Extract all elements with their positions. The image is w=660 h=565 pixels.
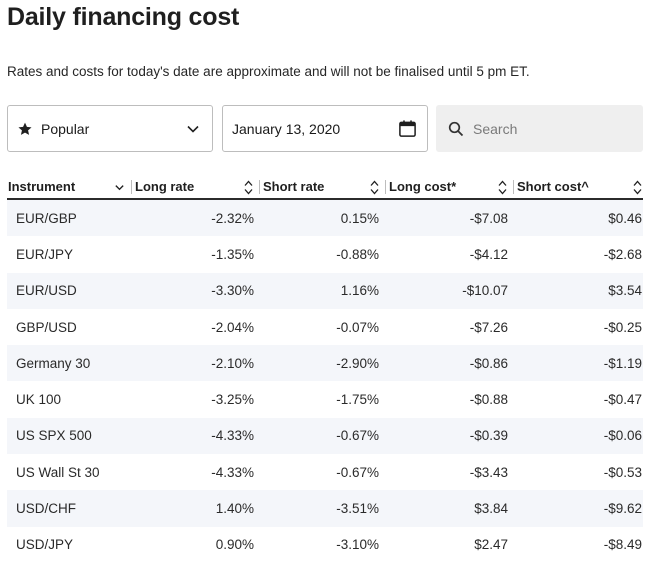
cell-instrument: Germany 30 <box>16 355 91 371</box>
page-subtitle: Rates and costs for today's date are app… <box>7 64 530 79</box>
cell-short-cost: -$0.06 <box>603 428 642 444</box>
cell-instrument: USD/CHF <box>16 501 76 517</box>
page-title: Daily financing cost <box>7 3 240 31</box>
cell-long-cost: -$4.12 <box>469 246 508 262</box>
category-dropdown[interactable]: Popular <box>7 105 213 152</box>
cell-long-cost: -$0.88 <box>469 392 508 408</box>
cell-short-rate: -1.75% <box>336 392 379 408</box>
header-long-cost-label: Long cost* <box>389 178 457 194</box>
cell-long-rate: -2.32% <box>211 210 254 226</box>
cell-short-cost: $3.54 <box>608 283 642 299</box>
header-long-rate[interactable]: Long rate <box>132 174 260 198</box>
chevron-down-icon <box>187 125 199 133</box>
cell-instrument: UK 100 <box>16 392 62 408</box>
cell-instrument: USD/JPY <box>16 537 74 553</box>
cell-instrument: EUR/GBP <box>16 210 77 226</box>
cell-long-rate: -3.30% <box>211 283 254 299</box>
cell-instrument: EUR/JPY <box>16 246 74 262</box>
cell-short-cost: -$0.47 <box>603 392 642 408</box>
cell-long-cost: -$0.39 <box>469 428 508 444</box>
table-row: US Wall St 30 -4.33% -0.67% -$3.43 -$0.5… <box>7 454 643 490</box>
cell-instrument: US SPX 500 <box>16 428 92 444</box>
sort-icon <box>498 180 507 195</box>
sort-icon <box>370 180 379 195</box>
cell-long-rate: -1.35% <box>211 246 254 262</box>
table-row: EUR/GBP -2.32% 0.15% -$7.08 $0.46 <box>7 200 643 237</box>
cell-long-cost: -$10.07 <box>462 283 508 299</box>
cell-short-rate: -3.51% <box>336 501 379 517</box>
star-icon <box>18 122 32 135</box>
header-instrument-label: Instrument <box>8 178 76 194</box>
header-long-cost[interactable]: Long cost* <box>386 174 514 198</box>
sort-icon <box>244 180 253 195</box>
date-picker[interactable]: January 13, 2020 <box>222 105 428 152</box>
cell-short-rate: 0.15% <box>340 210 379 226</box>
cell-instrument: GBP/USD <box>16 319 77 335</box>
cell-short-rate: -2.90% <box>336 355 379 371</box>
cell-long-cost: -$3.43 <box>469 464 508 480</box>
table-row: USD/JPY 0.90% -3.10% $2.47 -$8.49 <box>7 527 643 563</box>
table-row: GBP/USD -2.04% -0.07% -$7.26 -$0.25 <box>7 309 643 345</box>
cell-short-cost: -$0.25 <box>603 319 642 335</box>
cell-long-cost: -$7.08 <box>469 210 508 226</box>
column-divider <box>513 180 514 194</box>
header-short-rate-label: Short rate <box>263 178 325 194</box>
calendar-icon[interactable] <box>398 119 417 138</box>
cell-instrument: US Wall St 30 <box>16 464 100 480</box>
cell-long-rate: -4.33% <box>211 464 254 480</box>
header-short-cost-label: Short cost^ <box>517 178 589 194</box>
cell-short-cost: $0.46 <box>608 210 642 226</box>
cell-instrument: EUR/USD <box>16 283 77 299</box>
cell-short-rate: -0.67% <box>336 428 379 444</box>
cell-long-rate: 0.90% <box>215 537 254 553</box>
cell-short-rate: -0.88% <box>336 246 379 262</box>
search-input[interactable] <box>473 120 623 137</box>
cell-short-rate: -0.07% <box>336 319 379 335</box>
table-row: Germany 30 -2.10% -2.90% -$0.86 -$1.19 <box>7 345 643 382</box>
table-row: EUR/USD -3.30% 1.16% -$10.07 $3.54 <box>7 272 643 309</box>
financing-table: Instrument Long rate Short rate Long cos… <box>7 174 643 563</box>
cell-long-rate: 1.40% <box>215 501 254 517</box>
column-divider <box>259 180 260 194</box>
cell-long-cost: $3.84 <box>474 501 508 517</box>
header-short-cost[interactable]: Short cost^ <box>514 174 643 198</box>
date-picker-value: January 13, 2020 <box>232 120 341 137</box>
table-row: EUR/JPY -1.35% -0.88% -$4.12 -$2.68 <box>7 236 643 272</box>
category-dropdown-label: Popular <box>41 120 90 137</box>
chevron-down-icon <box>115 185 124 191</box>
table-row: UK 100 -3.25% -1.75% -$0.88 -$0.47 <box>7 381 643 417</box>
cell-long-cost: -$7.26 <box>469 319 508 335</box>
cell-long-cost: -$0.86 <box>469 355 508 371</box>
cell-short-rate: 1.16% <box>340 283 379 299</box>
cell-short-cost: -$9.62 <box>603 501 642 517</box>
cell-long-rate: -2.04% <box>211 319 254 335</box>
cell-long-rate: -3.25% <box>211 392 254 408</box>
cell-short-cost: -$2.68 <box>603 246 642 262</box>
table-row: USD/CHF 1.40% -3.51% $3.84 -$9.62 <box>7 490 643 527</box>
cell-short-cost: -$0.53 <box>603 464 642 480</box>
cell-long-rate: -2.10% <box>211 355 254 371</box>
cell-long-rate: -4.33% <box>211 428 254 444</box>
header-long-rate-label: Long rate <box>135 178 195 194</box>
header-short-rate[interactable]: Short rate <box>260 174 386 198</box>
column-divider <box>385 180 386 194</box>
column-divider <box>131 180 132 194</box>
header-instrument[interactable]: Instrument <box>7 174 132 198</box>
cell-short-rate: -3.10% <box>336 537 379 553</box>
table-row: US SPX 500 -4.33% -0.67% -$0.39 -$0.06 <box>7 417 643 455</box>
cell-short-rate: -0.67% <box>336 464 379 480</box>
cell-short-cost: -$8.49 <box>603 537 642 553</box>
filter-bar: Popular January 13, 2020 <box>7 105 643 152</box>
cell-long-cost: $2.47 <box>474 537 508 553</box>
search-field[interactable] <box>436 105 643 152</box>
cell-short-cost: -$1.19 <box>603 355 642 371</box>
sort-icon <box>633 180 642 195</box>
search-icon <box>448 121 464 136</box>
table-header: Instrument Long rate Short rate Long cos… <box>7 174 643 200</box>
